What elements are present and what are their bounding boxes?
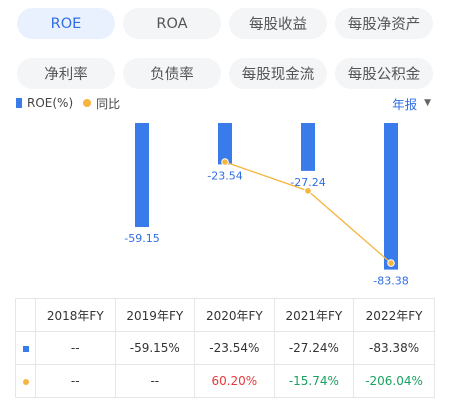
- bar-value-label: -59.15: [124, 232, 159, 245]
- tab-reserve-per-share[interactable]: 每股公积金: [335, 58, 433, 89]
- table-cell: 60.20%: [194, 364, 275, 398]
- table-cell: -206.04%: [353, 364, 435, 398]
- indicator-tabs: ROE ROA 每股收益 每股净资产 净利率 负债率 每股现金流 每股公积金: [17, 8, 433, 108]
- tab-row-2: 净利率 负债率 每股现金流 每股公积金: [17, 58, 433, 89]
- data-table: 2018年FY 2019年FY 2020年FY 2021年FY 2022年FY …: [15, 298, 435, 398]
- table-row-yoy: -- -- 60.20% -15.74% -206.04%: [15, 364, 435, 398]
- header-cell: 2020年FY: [194, 298, 275, 332]
- bar-value-label: -83.38: [373, 275, 408, 288]
- roe-bar: [384, 123, 398, 270]
- table-header-row: 2018年FY 2019年FY 2020年FY 2021年FY 2022年FY: [15, 298, 435, 332]
- roe-bar: [135, 123, 149, 227]
- legend-yoy-label: 同比: [96, 96, 121, 111]
- legend-dot-swatch: [83, 99, 92, 107]
- yoy-point: [221, 158, 229, 166]
- period-label: 年报: [392, 96, 418, 112]
- table-cell: -15.74%: [273, 364, 355, 398]
- header-cell: 2022年FY: [353, 298, 435, 332]
- table-cell: --: [114, 364, 196, 398]
- chart-legend: ROE(%) 同比: [16, 94, 120, 112]
- chevron-down-icon: ▼: [424, 98, 431, 108]
- dot-marker-icon: [22, 379, 29, 385]
- bar-value-label: -23.54: [207, 169, 242, 182]
- header-cell: 2019年FY: [114, 298, 196, 332]
- roe-bar: [218, 123, 232, 165]
- tab-net-margin[interactable]: 净利率: [17, 58, 115, 89]
- tab-row-1: ROE ROA 每股收益 每股净资产: [17, 8, 433, 39]
- bar-marker-icon: [22, 346, 29, 352]
- tab-roa[interactable]: ROA: [123, 8, 221, 39]
- yoy-point: [304, 187, 312, 195]
- header-cell: 2018年FY: [35, 298, 116, 332]
- table-cell: --: [35, 331, 116, 365]
- row-marker: [15, 331, 36, 365]
- roe-bar: [301, 123, 315, 171]
- legend-roe-label: ROE(%): [27, 96, 74, 110]
- roe-chart: -59.15 -23.54 -27.24 -83.38: [124, 123, 409, 288]
- period-selector[interactable]: 年报 ▼: [392, 94, 431, 112]
- tab-debt-ratio[interactable]: 负债率: [123, 58, 221, 89]
- tab-bvps[interactable]: 每股净资产: [335, 8, 433, 39]
- row-marker: [15, 364, 36, 398]
- table-cell: --: [35, 364, 116, 398]
- table-cell: -23.54%: [194, 331, 275, 365]
- legend-bar-swatch: [16, 98, 22, 108]
- yoy-point: [387, 259, 395, 267]
- table-row-roe: -- -59.15% -23.54% -27.24% -83.38%: [15, 331, 435, 365]
- table-cell: -83.38%: [353, 331, 435, 365]
- tab-cashflow-per-share[interactable]: 每股现金流: [229, 58, 327, 89]
- table-cell: -59.15%: [114, 331, 196, 365]
- tab-roe[interactable]: ROE: [17, 8, 115, 39]
- bar-value-label: -27.24: [290, 176, 325, 189]
- header-cell: 2021年FY: [273, 298, 355, 332]
- header-marker-cell: [15, 298, 36, 332]
- tab-eps[interactable]: 每股收益: [229, 8, 327, 39]
- table-cell: -27.24%: [273, 331, 355, 365]
